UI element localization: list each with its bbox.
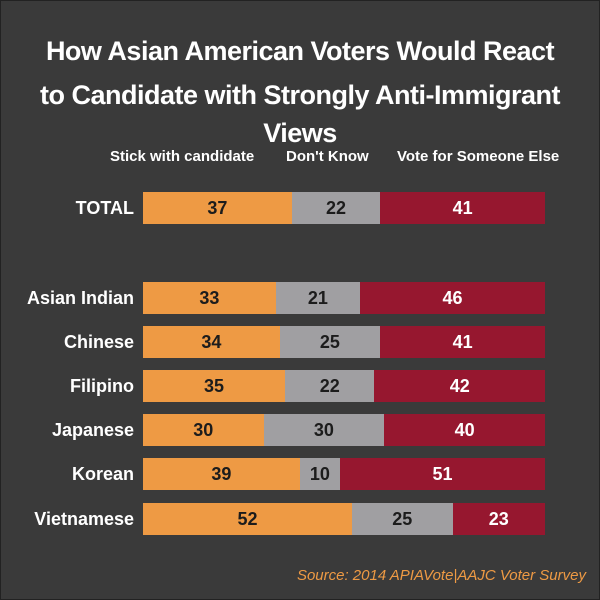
data-label-vietnamese-dont-know: 25 [392, 508, 413, 529]
data-label-japanese-dont-know: 30 [313, 419, 334, 440]
bar-segment-korean-stick: 39 [143, 458, 300, 490]
data-label-chinese-someone-else: 41 [452, 331, 473, 352]
data-label-korean-stick: 39 [211, 463, 232, 484]
bar-segment-total-dont-know: 22 [291, 192, 381, 224]
row-label-vietnamese: Vietnamese [34, 509, 134, 529]
data-label-korean-someone-else: 51 [432, 463, 453, 484]
data-label-total-dont-know: 22 [325, 197, 346, 218]
bar-segment-vietnamese-stick: 52 [143, 503, 353, 535]
bar-asian-indian: 33 21 46 [143, 282, 545, 314]
bar-segment-vietnamese-someone-else: 23 [452, 503, 545, 535]
bar-korean: 39 10 51 [143, 458, 545, 490]
data-label-japanese-someone-else: 40 [454, 419, 475, 440]
data-label-chinese-dont-know: 25 [319, 331, 340, 352]
bar-chinese: 34 25 41 [143, 326, 545, 358]
data-label-asian-indian-someone-else: 46 [442, 287, 463, 308]
bar-segment-filipino-someone-else: 42 [374, 370, 545, 402]
bar-japanese: 30 30 40 [143, 414, 545, 446]
row-label-chinese: Chinese [63, 332, 134, 352]
source-note: Source: 2014 APIAVote|AAJC Voter Survey [296, 567, 586, 584]
row-label-japanese: Japanese [51, 420, 134, 440]
data-label-total-stick: 37 [207, 197, 228, 218]
bar-segment-filipino-stick: 35 [143, 370, 286, 402]
bar-segment-filipino-dont-know: 22 [285, 370, 375, 402]
data-label-filipino-someone-else: 42 [449, 375, 470, 396]
data-label-total-someone-else: 41 [452, 197, 473, 218]
data-label-asian-indian-stick: 33 [199, 287, 220, 308]
chart-title-line-1: How Asian American Voters Would React [45, 36, 555, 66]
data-label-filipino-stick: 35 [204, 375, 225, 396]
bar-segment-vietnamese-dont-know: 25 [352, 503, 453, 535]
bar-total: 37 22 41 [143, 192, 545, 224]
data-label-vietnamese-someone-else: 23 [488, 508, 509, 529]
bar-segment-total-stick: 37 [143, 192, 292, 224]
bar-segment-japanese-dont-know: 30 [263, 414, 385, 446]
legend-stick-with-candidate: Stick with candidate [110, 148, 255, 165]
row-label-filipino: Filipino [70, 376, 134, 396]
bar-segment-japanese-someone-else: 40 [384, 414, 545, 446]
bar-segment-asian-indian-dont-know: 21 [275, 282, 361, 314]
bar-segment-total-someone-else: 41 [380, 192, 545, 224]
bar-segment-korean-someone-else: 51 [339, 458, 545, 490]
row-label-asian-indian: Asian Indian [26, 288, 134, 308]
legend-dont-know: Don't Know [286, 148, 369, 165]
legend-vote-for-someone-else: Vote for Someone Else [397, 148, 560, 165]
chart-title-line-2: to Candidate with Strongly Anti-Immigran… [40, 80, 561, 148]
bar-segment-chinese-dont-know: 25 [279, 326, 381, 358]
data-label-japanese-stick: 30 [193, 419, 214, 440]
bar-segment-chinese-someone-else: 41 [380, 326, 545, 358]
data-label-korean-dont-know: 10 [309, 463, 330, 484]
bar-segment-asian-indian-someone-else: 46 [360, 282, 545, 314]
bar-segment-japanese-stick: 30 [143, 414, 264, 446]
bar-segment-asian-indian-stick: 33 [143, 282, 276, 314]
bar-segment-chinese-stick: 34 [143, 326, 280, 358]
data-label-vietnamese-stick: 52 [237, 508, 258, 529]
row-label-korean: Korean [71, 464, 134, 484]
data-label-chinese-stick: 34 [201, 331, 222, 352]
data-label-filipino-dont-know: 22 [319, 375, 340, 396]
data-label-asian-indian-dont-know: 21 [307, 287, 328, 308]
bar-vietnamese: 52 25 23 [143, 503, 545, 535]
row-label-total: TOTAL [75, 198, 134, 218]
bar-segment-korean-dont-know: 10 [299, 458, 340, 490]
bar-filipino: 35 22 42 [143, 370, 545, 402]
